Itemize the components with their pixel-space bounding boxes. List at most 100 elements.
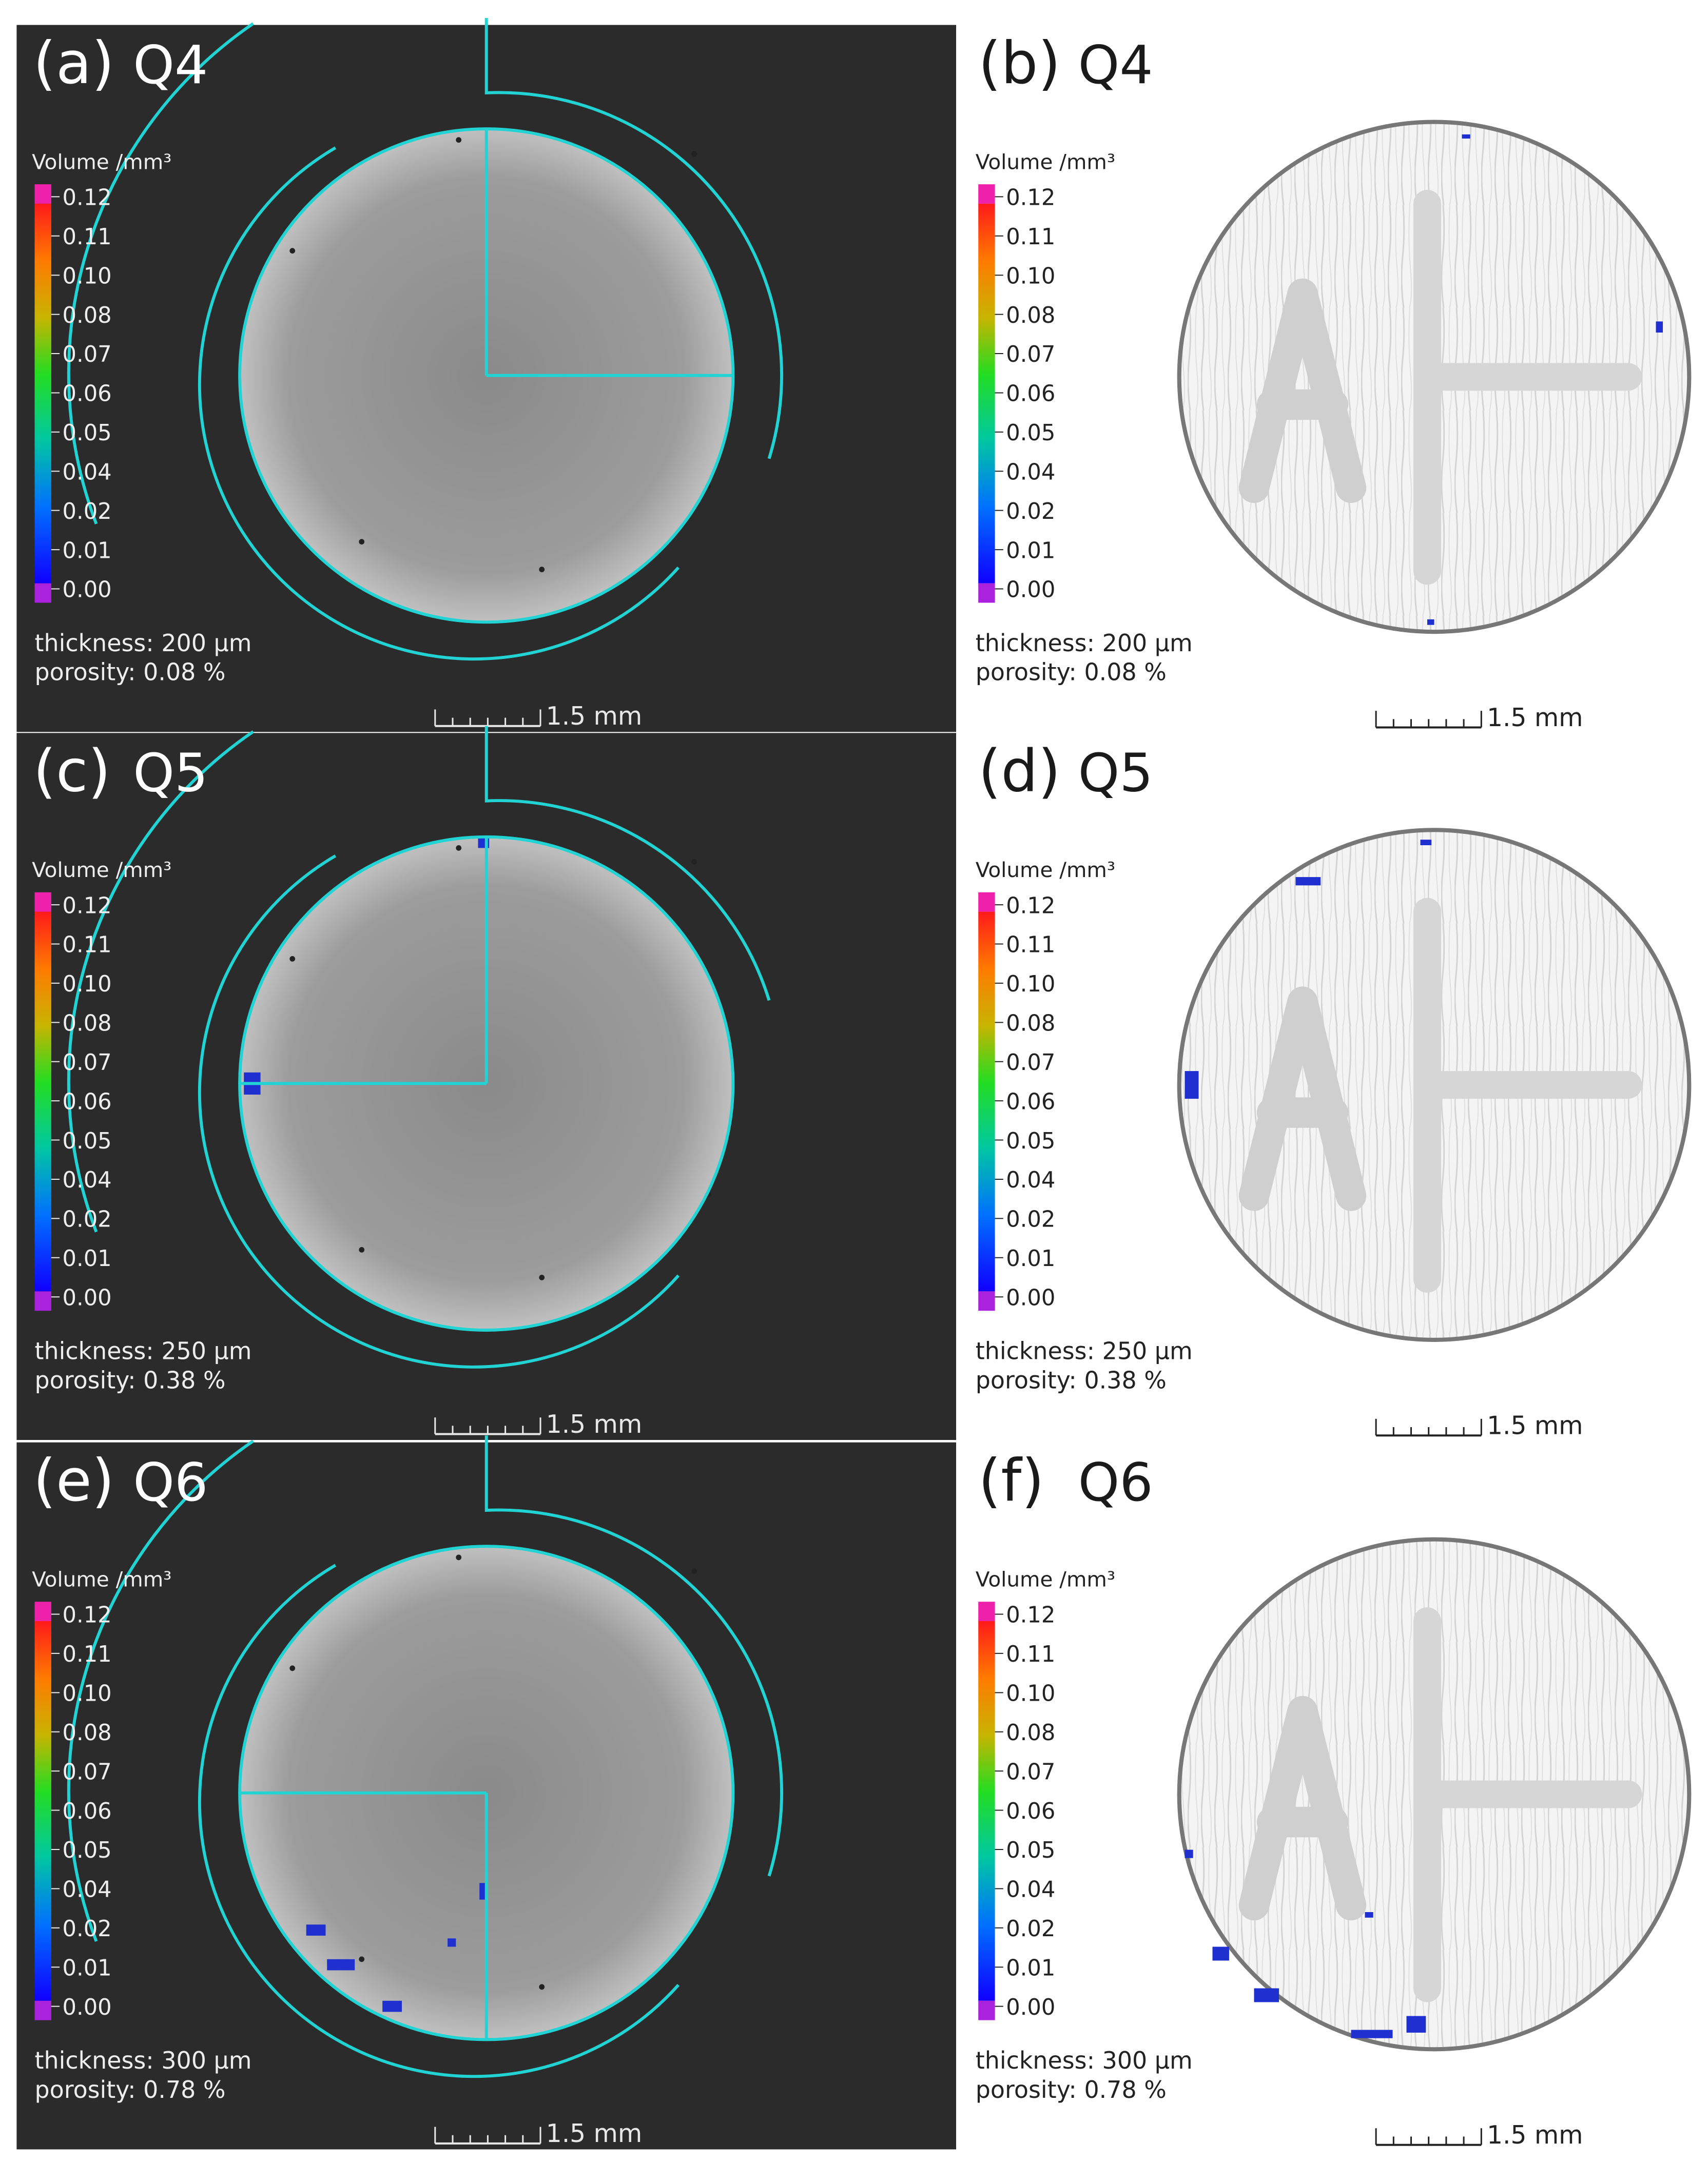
colorbar-tick-label: 0.08 [63, 1720, 112, 1746]
pore-mark [448, 1938, 456, 1947]
dark-speck [456, 845, 462, 851]
colorbar-under-swatch [34, 2000, 51, 2020]
pore-mark [1365, 1912, 1373, 1918]
colorbar-title: Volume /mm³ [976, 858, 1115, 882]
ct-slice-image [240, 1546, 733, 2040]
colorbar-gradient [978, 1621, 995, 2001]
dark-speck [691, 859, 697, 865]
porosity-label: porosity: 0.78 % [976, 2076, 1167, 2104]
outer-ring-outer [67, 730, 254, 1233]
colorbar-tick-label: 0.07 [63, 1050, 112, 1076]
porosity-label: porosity: 0.38 % [35, 1366, 226, 1394]
colorbar-tick-label: 0.08 [1006, 1720, 1055, 1746]
cutaway-wedge [484, 726, 771, 1001]
colorbar-tick-label: 0.02 [1006, 499, 1055, 524]
colorbar-over-swatch [34, 184, 51, 204]
colorbar-tick-label: 0.06 [1006, 1089, 1055, 1115]
colorbar-tick-label: 0.00 [63, 577, 112, 603]
pore-mark [1462, 134, 1470, 139]
colorbar-over-swatch [978, 1602, 995, 1621]
colorbar-tick-label: 0.11 [63, 224, 112, 250]
colorbar-tick-label: 0.12 [63, 893, 112, 919]
cutaway-wedge [484, 18, 783, 459]
colorbar-tick-label: 0.00 [63, 1285, 112, 1311]
colorbar-tick-label: 0.02 [63, 1207, 112, 1233]
colorbar-tick-label: 0.06 [63, 1799, 112, 1824]
colorbar-tick-label: 0.07 [63, 1759, 112, 1785]
scale-bar-label: 1.5 mm [1487, 1412, 1583, 1440]
colorbar-tick-label: 0.08 [63, 303, 112, 328]
ct-slice-panel: (a) Q4 Volume /mm³ 0.12 0.11 0.10 0.08 0.07 0.06… [16, 18, 956, 732]
dark-speck [359, 1956, 365, 1962]
embossed-letter-t [1413, 189, 1642, 585]
embossed-letter-a [1238, 278, 1367, 503]
dark-speck [456, 137, 462, 143]
embossed-letter-a [1238, 986, 1367, 1211]
colorbar-gradient [34, 1621, 51, 2001]
dark-speck [539, 567, 545, 573]
colorbar-tick-label: 0.01 [1006, 1246, 1055, 1272]
scale-bar-label: 1.5 mm [546, 702, 642, 731]
scale-bar-label: 1.5 mm [1487, 2121, 1583, 2150]
pore-mark [306, 1924, 326, 1936]
colorbar-tick-label: 0.12 [1006, 185, 1055, 211]
thickness-label: thickness: 300 µm [976, 2047, 1193, 2074]
panel-letter: (a) [33, 29, 114, 97]
scale-bar-label: 1.5 mm [1487, 704, 1583, 732]
pore-mark [1351, 2030, 1393, 2038]
colorbar-tick-label: 0.05 [63, 420, 112, 446]
colorbar-tick-label: 0.07 [1006, 1759, 1055, 1785]
pore-mark [1420, 840, 1432, 845]
colorbar-tick-label: 0.04 [1006, 459, 1055, 485]
colorbar-title: Volume /mm³ [976, 1567, 1115, 1592]
colorbar-tick-label: 0.01 [63, 1955, 112, 1981]
colorbar-tick-label: 0.02 [1006, 1916, 1055, 1942]
thickness-label: thickness: 250 µm [35, 1337, 252, 1365]
panel-letter: (e) [33, 1447, 114, 1514]
colorbar-tick-label: 0.12 [63, 1603, 112, 1628]
panel-sample: Q4 [1078, 35, 1153, 96]
colorbar-tick-label: 0.06 [1006, 1799, 1055, 1824]
colorbar-gradient [978, 911, 995, 1292]
outer-ring-inner [198, 146, 680, 661]
colorbar-under-swatch [978, 583, 995, 603]
panel-letter: (b) [978, 29, 1060, 97]
colorbar-tick-label: 0.00 [1006, 1995, 1055, 2020]
colorbar-tick-label: 0.05 [1006, 1128, 1055, 1154]
porosity-label: porosity: 0.08 % [35, 658, 226, 686]
panel-sample: Q5 [133, 743, 208, 804]
colorbar-over-swatch [34, 1602, 51, 1621]
colorbar-under-swatch [978, 2000, 995, 2020]
pore-mark [1427, 619, 1434, 625]
colorbar-tick-label: 0.00 [1006, 577, 1055, 603]
colorbar-tick-label: 0.01 [1006, 1955, 1055, 1981]
outer-ring-inner [198, 1564, 680, 2078]
colorbar-tick-label: 0.10 [1006, 1681, 1055, 1707]
porosity-label: porosity: 0.08 % [976, 658, 1167, 686]
colorbar-tick-label: 0.10 [1006, 971, 1055, 997]
scale-bar-label: 1.5 mm [546, 1410, 642, 1439]
dark-speck [539, 1275, 545, 1280]
colorbar-title: Volume /mm³ [976, 149, 1115, 174]
render-3d-panel: (f) Q6 Volume /mm³ 0.12 0.11 0.10 0.08 0.07 0.06… [976, 1447, 1692, 2150]
dark-speck [359, 539, 365, 545]
colorbar-tick-label: 0.00 [1006, 1285, 1055, 1311]
porosity-label: porosity: 0.78 % [35, 2076, 226, 2104]
colorbar-tick-label: 0.02 [1006, 1207, 1055, 1233]
pore-mark [1185, 1071, 1199, 1099]
pore-mark [1295, 877, 1321, 886]
ct-slice-panel: (e) Q6 Volume /mm³ 0.12 0.11 0.10 0.08 0.07 0.06… [16, 1435, 956, 2150]
colorbar-over-swatch [978, 184, 995, 204]
colorbar-tick-label: 0.10 [63, 263, 112, 289]
colorbar-tick-label: 0.12 [1006, 893, 1055, 919]
thickness-label: thickness: 250 µm [976, 1337, 1193, 1365]
colorbar-tick-label: 0.06 [1006, 381, 1055, 407]
colorbar-title: Volume /mm³ [32, 1567, 171, 1592]
colorbar-tick-label: 0.05 [63, 1838, 112, 1863]
colorbar-tick-label: 0.02 [63, 1916, 112, 1942]
panel-letter: (f) [978, 1447, 1044, 1514]
colorbar-tick-label: 0.08 [1006, 1011, 1055, 1037]
colorbar-title: Volume /mm³ [32, 858, 171, 882]
panel-sample: Q4 [133, 35, 208, 96]
